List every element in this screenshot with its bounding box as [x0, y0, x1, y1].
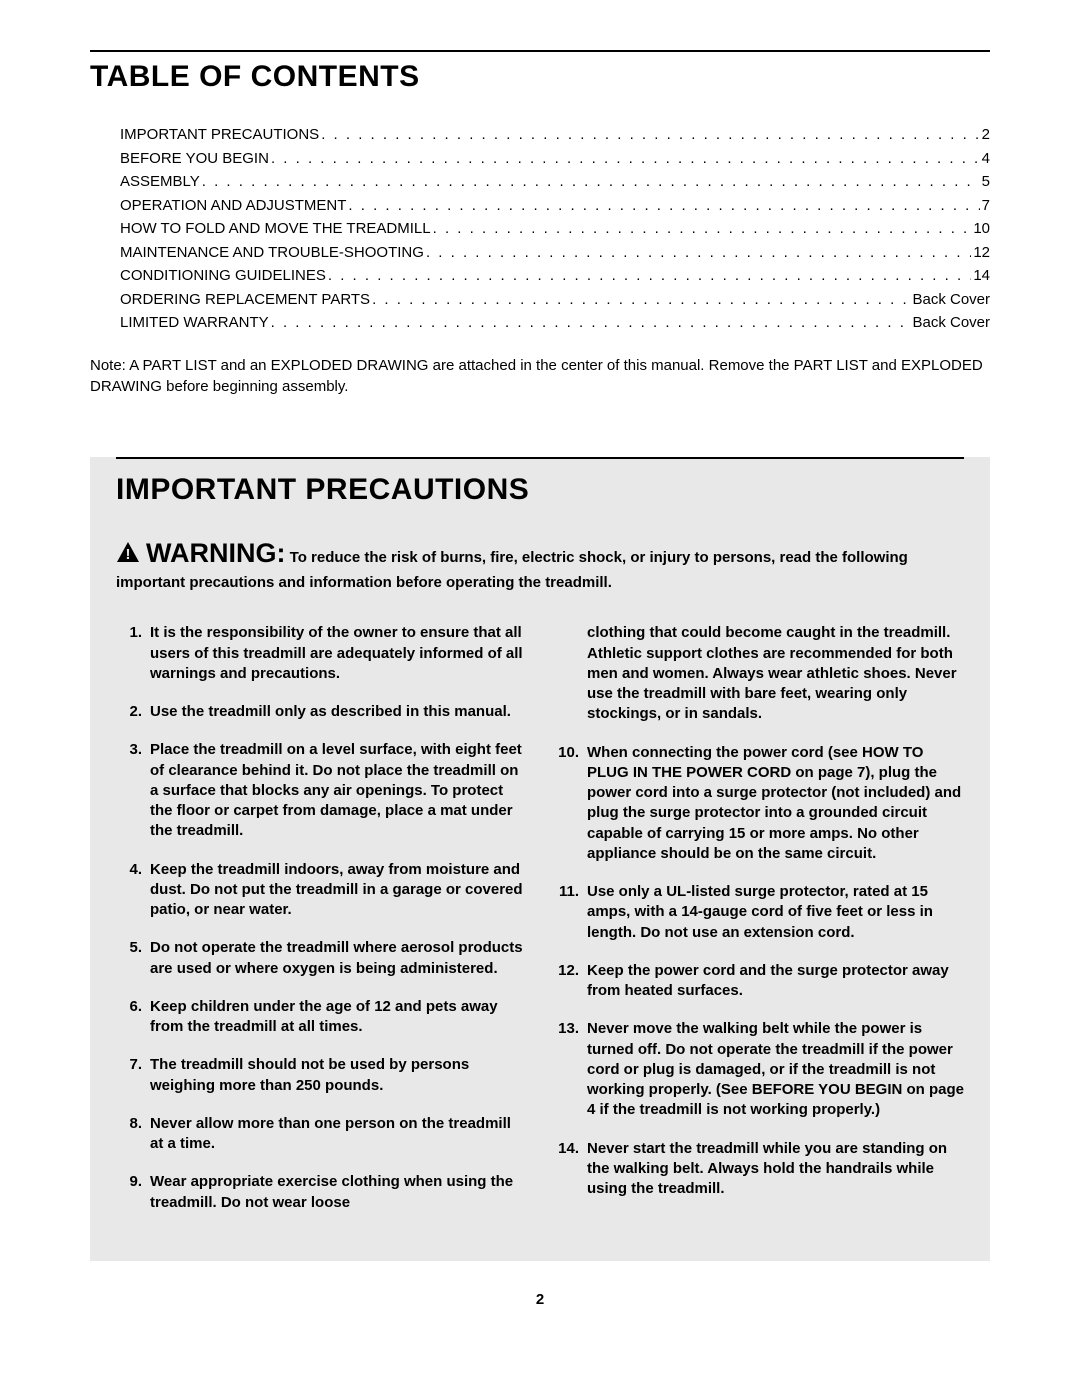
toc-row: ASSEMBLY . . . . . . . . . . . . . . . .… — [120, 171, 990, 194]
precaution-text: It is the responsibility of the owner to… — [150, 623, 527, 684]
precautions-title: IMPORTANT PRECAUTIONS — [116, 467, 964, 507]
precaution-text: Never allow more than one person on the … — [150, 1114, 527, 1155]
toc-page: 5 — [982, 171, 990, 194]
precaution-item: 3. Place the treadmill on a level surfac… — [116, 740, 527, 841]
precaution-item: 14. Never start the treadmill while you … — [553, 1139, 964, 1200]
precaution-item: 1. It is the responsibility of the owner… — [116, 623, 527, 684]
precautions-top-rule — [116, 457, 964, 459]
warning-label: WARNING: — [146, 538, 285, 568]
toc-dots: . . . . . . . . . . . . . . . . . . . . … — [348, 195, 979, 218]
precaution-number: 6. — [116, 997, 150, 1038]
precaution-text: Never move the walking belt while the po… — [587, 1019, 964, 1120]
toc-label: BEFORE YOU BEGIN — [120, 148, 269, 171]
precaution-text: Keep the treadmill indoors, away from mo… — [150, 860, 527, 921]
toc-page: 10 — [973, 218, 990, 241]
warning-triangle-icon: ! — [116, 541, 140, 569]
toc-label: LIMITED WARRANTY — [120, 312, 269, 335]
toc-row: ORDERING REPLACEMENT PARTS . . . . . . .… — [120, 289, 990, 312]
toc-row: LIMITED WARRANTY . . . . . . . . . . . .… — [120, 312, 990, 335]
precaution-number: 13. — [553, 1019, 587, 1120]
precautions-left-column: 1. It is the responsibility of the owner… — [116, 623, 527, 1231]
precaution-item: 2. Use the treadmill only as described i… — [116, 702, 527, 722]
precaution-number: 4. — [116, 860, 150, 921]
toc-label: MAINTENANCE AND TROUBLE-SHOOTING — [120, 242, 424, 265]
toc-label: HOW TO FOLD AND MOVE THE TREADMILL — [120, 218, 431, 241]
toc-row: BEFORE YOU BEGIN . . . . . . . . . . . .… — [120, 148, 990, 171]
precaution-number: 12. — [553, 961, 587, 1002]
toc-page: Back Cover — [912, 289, 990, 312]
toc-page: 14 — [973, 265, 990, 288]
precaution-number: 7. — [116, 1055, 150, 1096]
toc-label: ASSEMBLY — [120, 171, 200, 194]
precaution-item: 5. Do not operate the treadmill where ae… — [116, 938, 527, 979]
toc-top-rule — [90, 50, 990, 52]
precaution-item: 12. Keep the power cord and the surge pr… — [553, 961, 964, 1002]
svg-text:!: ! — [126, 546, 131, 563]
toc-label: IMPORTANT PRECAUTIONS — [120, 124, 319, 147]
precaution-item: 7. The treadmill should not be used by p… — [116, 1055, 527, 1096]
precaution-text: Do not operate the treadmill where aeros… — [150, 938, 527, 979]
precaution-item: 9. Wear appropriate exercise clothing wh… — [116, 1172, 527, 1213]
toc-dots: . . . . . . . . . . . . . . . . . . . . … — [271, 148, 980, 171]
toc-dots: . . . . . . . . . . . . . . . . . . . . … — [433, 218, 972, 241]
precaution-item: 8. Never allow more than one person on t… — [116, 1114, 527, 1155]
toc-page: 4 — [982, 148, 990, 171]
precaution-number: 8. — [116, 1114, 150, 1155]
precaution-text: Keep the power cord and the surge protec… — [587, 961, 964, 1002]
toc-row: CONDITIONING GUIDELINES . . . . . . . . … — [120, 265, 990, 288]
precaution-number: 5. — [116, 938, 150, 979]
warning-block: ! WARNING: To reduce the risk of burns, … — [116, 535, 964, 594]
precaution-text: Use the treadmill only as described in t… — [150, 702, 527, 722]
precaution-text: Keep children under the age of 12 and pe… — [150, 997, 527, 1038]
precaution-number: 11. — [553, 882, 587, 943]
precaution-number: 3. — [116, 740, 150, 841]
toc-page: 2 — [982, 124, 990, 147]
toc-dots: . . . . . . . . . . . . . . . . . . . . … — [328, 265, 971, 288]
precaution-text: Place the treadmill on a level surface, … — [150, 740, 527, 841]
toc-page: 7 — [982, 195, 990, 218]
precaution-text: Wear appropriate exercise clothing when … — [150, 1172, 527, 1213]
toc-dots: . . . . . . . . . . . . . . . . . . . . … — [372, 289, 910, 312]
precaution-item: 11. Use only a UL-listed surge protector… — [553, 882, 964, 943]
toc-label: ORDERING REPLACEMENT PARTS — [120, 289, 370, 312]
toc-label: CONDITIONING GUIDELINES — [120, 265, 326, 288]
precaution-item: 4. Keep the treadmill indoors, away from… — [116, 860, 527, 921]
toc-dots: . . . . . . . . . . . . . . . . . . . . … — [426, 242, 971, 265]
toc-label: OPERATION AND ADJUSTMENT — [120, 195, 346, 218]
precaution-number: 1. — [116, 623, 150, 684]
toc-dots: . . . . . . . . . . . . . . . . . . . . … — [271, 312, 911, 335]
precaution-text: clothing that could become caught in the… — [587, 623, 964, 724]
toc-page: Back Cover — [912, 312, 990, 335]
toc-row: OPERATION AND ADJUSTMENT . . . . . . . .… — [120, 195, 990, 218]
precautions-box: IMPORTANT PRECAUTIONS ! WARNING: To redu… — [90, 457, 990, 1261]
precautions-right-column: clothing that could become caught in the… — [553, 623, 964, 1231]
page-number: 2 — [90, 1291, 990, 1308]
precaution-number: 9. — [116, 1172, 150, 1213]
page-container: TABLE OF CONTENTS IMPORTANT PRECAUTIONS … — [90, 50, 990, 1308]
precaution-item: 10. When connecting the power cord (see … — [553, 743, 964, 865]
toc-title: TABLE OF CONTENTS — [90, 60, 990, 94]
precaution-continuation: clothing that could become caught in the… — [553, 623, 964, 724]
toc-row: IMPORTANT PRECAUTIONS . . . . . . . . . … — [120, 124, 990, 147]
precaution-text: Never start the treadmill while you are … — [587, 1139, 964, 1200]
precautions-columns: 1. It is the responsibility of the owner… — [116, 623, 964, 1231]
toc-row: HOW TO FOLD AND MOVE THE TREADMILL . . .… — [120, 218, 990, 241]
precaution-number: 14. — [553, 1139, 587, 1200]
toc-dots: . . . . . . . . . . . . . . . . . . . . … — [321, 124, 979, 147]
toc-note: Note: A PART LIST and an EXPLODED DRAWIN… — [90, 355, 990, 397]
precaution-text: When connecting the power cord (see HOW … — [587, 743, 964, 865]
toc-row: MAINTENANCE AND TROUBLE-SHOOTING . . . .… — [120, 242, 990, 265]
precaution-item: 6. Keep children under the age of 12 and… — [116, 997, 527, 1038]
toc-list: IMPORTANT PRECAUTIONS . . . . . . . . . … — [90, 124, 990, 335]
precaution-number: 2. — [116, 702, 150, 722]
precaution-text: The treadmill should not be used by pers… — [150, 1055, 527, 1096]
precaution-number: 10. — [553, 743, 587, 865]
precaution-item: 13. Never move the walking belt while th… — [553, 1019, 964, 1120]
toc-page: 12 — [973, 242, 990, 265]
precaution-text: Use only a UL-listed surge protector, ra… — [587, 882, 964, 943]
toc-dots: . . . . . . . . . . . . . . . . . . . . … — [202, 171, 980, 194]
